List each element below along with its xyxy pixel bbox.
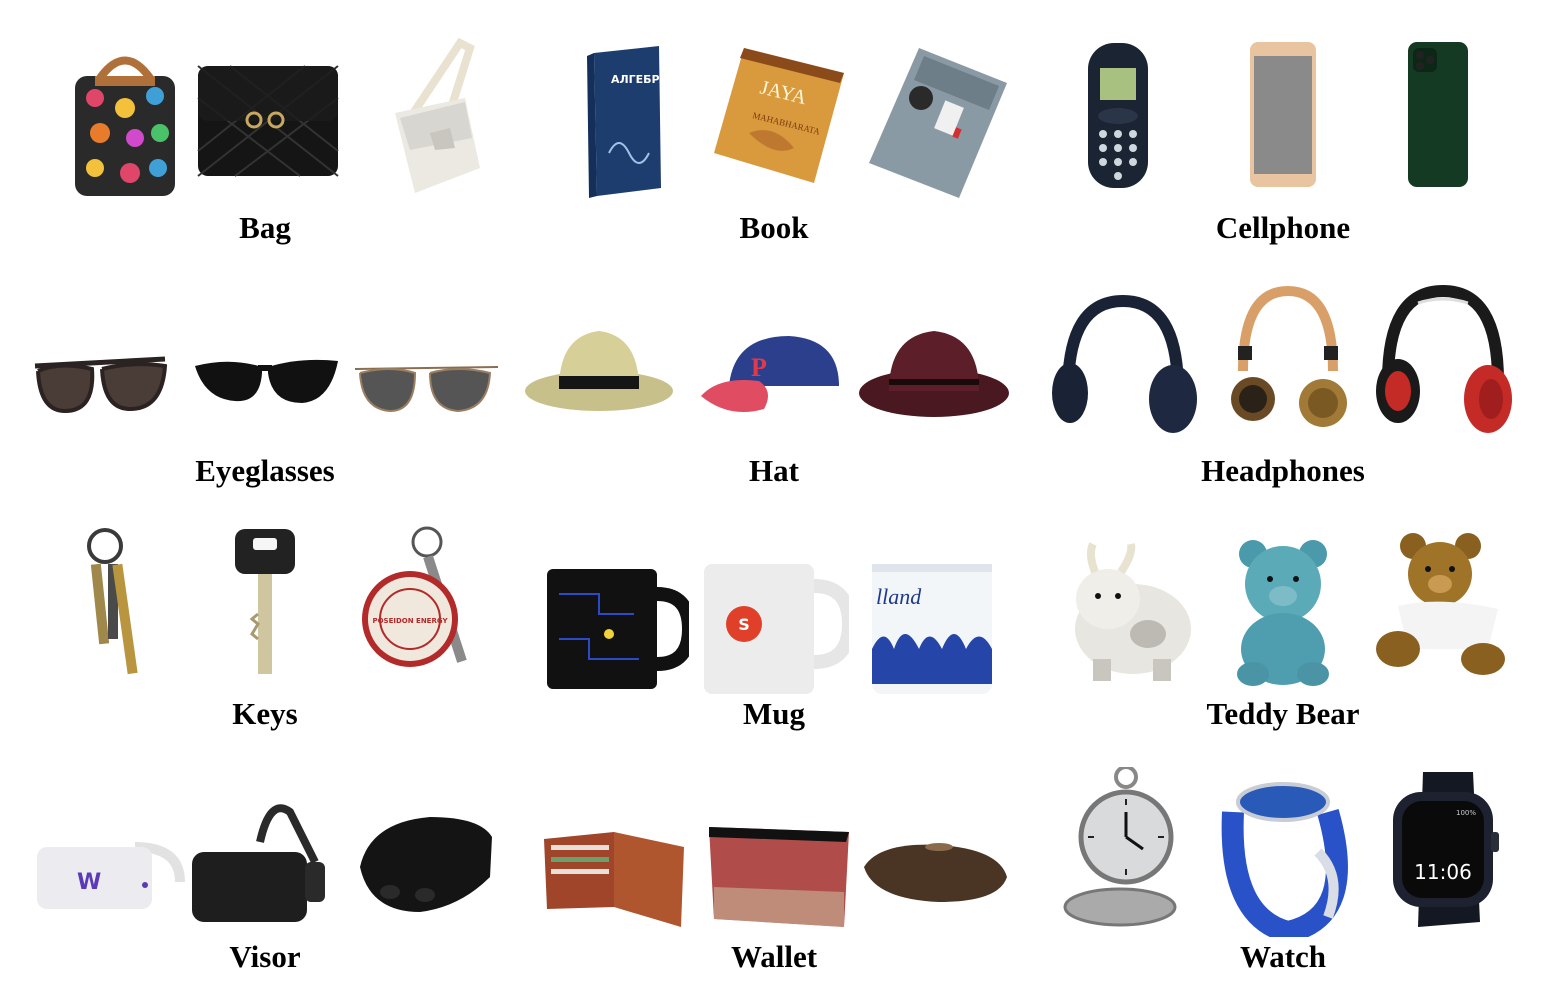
smartphone-gold-image — [1208, 38, 1358, 208]
headphones-red-image — [1368, 281, 1518, 451]
category-label: Watch — [1239, 939, 1327, 974]
category-label: Visor — [229, 939, 301, 974]
vr-headset-white-image: W — [35, 767, 185, 937]
car-key-image — [190, 524, 340, 694]
category-label: Teddy Bear — [1206, 696, 1360, 731]
category-keys: POSEIDON ENERGY Keys — [15, 496, 515, 739]
wayfarer-sunglasses-image — [190, 281, 340, 451]
category-label: Headphones — [1201, 453, 1365, 488]
category-mug: S lland Mug — [524, 496, 1024, 739]
dive-watch-blue-image — [1208, 767, 1358, 937]
vr-logo-text: W — [77, 870, 101, 895]
headphones-navy-image — [1048, 281, 1198, 451]
book-manual-image — [859, 38, 1009, 208]
vr-headset-visor-image — [350, 767, 500, 937]
category-visor: W Visor — [15, 739, 515, 982]
category-wallet: Wallet — [524, 739, 1024, 982]
straw-fedora-image — [524, 281, 674, 451]
category-watch: 100% 11:06 Watch — [1033, 739, 1533, 982]
category-label: Cellphone — [1215, 210, 1351, 245]
teddy-brown-image — [1368, 524, 1518, 694]
keychain-tag-text: POSEIDON ENERGY — [372, 617, 448, 625]
cat-eye-sunglasses-image — [30, 281, 180, 451]
category-eyeglasses: Eyeglasses — [15, 253, 515, 496]
leather-pouch-image — [859, 767, 1009, 937]
vr-headset-black-image — [190, 767, 340, 937]
pocket-watch-image — [1048, 767, 1198, 937]
svg-text:S: S — [738, 615, 750, 634]
bifold-wallet-image — [539, 767, 689, 937]
category-label: Eyeglasses — [195, 453, 335, 488]
category-book: АЛГЕБРА JAYA MAHABHARATA Book — [524, 10, 1024, 253]
category-label: Hat — [749, 453, 799, 488]
category-bag: Bag — [15, 10, 515, 253]
book-algebra-image: АЛГЕБРА — [549, 38, 699, 208]
category-label: Keys — [232, 696, 298, 731]
smartwatch-image: 100% 11:06 — [1368, 767, 1518, 937]
mug-pacman-image — [539, 524, 689, 694]
feature-phone-image — [1043, 38, 1193, 208]
baseball-cap-image: P — [699, 281, 849, 451]
book-jaya-image: JAYA MAHABHARATA — [704, 38, 854, 208]
plush-goat-image — [1053, 524, 1203, 694]
category-label: Wallet — [730, 939, 818, 974]
smartphone-green-image — [1363, 38, 1513, 208]
quilted-handbag-image — [190, 38, 340, 208]
aviator-sunglasses-image — [350, 281, 500, 451]
category-headphones: Headphones — [1033, 253, 1533, 496]
svg-text:P: P — [751, 353, 767, 382]
category-hat: P Hat — [524, 253, 1024, 496]
smartwatch-battery: 100% — [1456, 809, 1476, 817]
mug-delft-text: lland — [876, 584, 922, 609]
zip-wallet-image — [704, 767, 854, 937]
category-label: Bag — [239, 210, 291, 245]
category-cellphone: Cellphone — [1033, 10, 1533, 253]
mug-delft-image: lland — [864, 524, 1014, 694]
category-label: Book — [739, 210, 809, 245]
wide-brim-hat-image — [859, 281, 1009, 451]
mug-white-image: S — [699, 524, 849, 694]
book-algebra-title: АЛГЕБРА — [611, 73, 669, 86]
tote-bag-image — [50, 38, 200, 208]
keychain-tag-image: POSEIDON ENERGY — [345, 524, 495, 694]
headphones-wood-image — [1208, 281, 1358, 451]
category-teddy-bear: Teddy Bear — [1033, 496, 1533, 739]
messenger-bag-image — [370, 38, 520, 208]
teddy-blue-image — [1208, 524, 1358, 694]
category-label: Mug — [743, 696, 805, 731]
keyring-brass-image — [50, 524, 200, 694]
smartwatch-time: 11:06 — [1414, 860, 1472, 884]
